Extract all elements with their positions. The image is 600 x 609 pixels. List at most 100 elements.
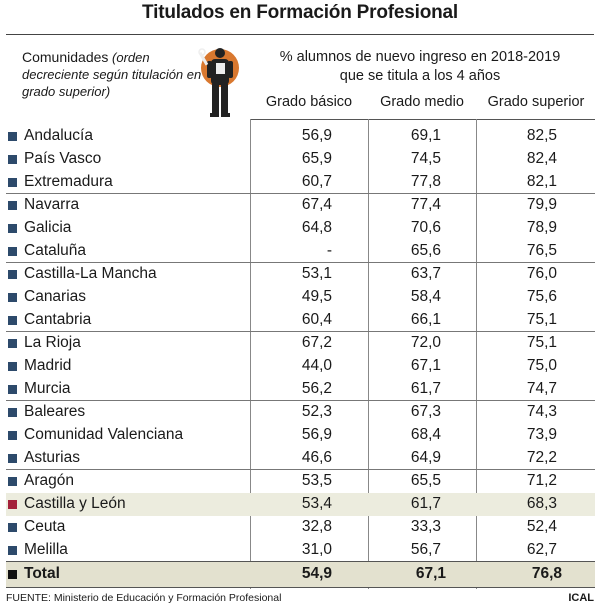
region-name: Castilla-La Mancha: [24, 265, 157, 282]
region-marker: [8, 546, 17, 555]
total-value-basico: 54,9: [301, 565, 332, 582]
column-header-medio: Grado medio: [380, 94, 464, 110]
value-superior: 71,2: [526, 472, 557, 489]
table-row: Baleares 52,3 67,3 74,3: [0, 401, 600, 424]
region-name: Castilla y León: [24, 495, 126, 512]
value-superior: 79,9: [526, 196, 557, 213]
region-marker: [8, 224, 17, 233]
total-divider: [6, 561, 595, 562]
value-basico: 32,8: [301, 518, 332, 535]
value-medio: 64,9: [410, 449, 441, 466]
region-name: Canarias: [24, 288, 87, 305]
regions-header-label: Comunidades: [22, 49, 109, 65]
region-marker: [8, 178, 17, 187]
value-superior: 82,4: [526, 150, 557, 167]
region-name: Melilla: [24, 541, 68, 558]
region-marker: [8, 293, 17, 302]
metric-header-line2: que se titula a los 4 años: [339, 68, 501, 84]
total-label: Total: [24, 565, 60, 582]
value-basico: 56,9: [301, 426, 332, 443]
region-marker: [8, 201, 17, 210]
table-row: Navarra 67,4 77,4 79,9: [0, 194, 600, 217]
region-name: Madrid: [24, 357, 72, 374]
table-row: Galicia 64,8 70,6 78,9: [0, 217, 600, 240]
table-row: Canarias 49,5 58,4 75,6: [0, 286, 600, 309]
value-superior: 74,3: [526, 403, 557, 420]
value-superior: 52,4: [526, 518, 557, 535]
table-row: Castilla y León 53,4 61,7 68,3: [6, 493, 595, 516]
value-basico: 56,9: [301, 127, 332, 144]
total-marker: [8, 570, 17, 579]
value-medio: 33,3: [410, 518, 441, 535]
value-medio: 67,3: [410, 403, 441, 420]
region-marker: [8, 247, 17, 256]
region-marker: [8, 454, 17, 463]
total-value-superior: 76,8: [531, 565, 562, 582]
value-basico: 53,5: [301, 472, 332, 489]
region-marker: [8, 132, 17, 141]
group-divider: [6, 262, 595, 263]
table-row: Murcia 56,2 61,7 74,7: [0, 378, 600, 401]
value-basico: 60,7: [301, 173, 332, 190]
region-marker: [8, 500, 17, 509]
table-row: Cataluña - 65,6 76,5: [0, 240, 600, 263]
value-medio: 67,1: [410, 357, 441, 374]
value-superior: 73,9: [526, 426, 557, 443]
group-divider: [6, 193, 595, 194]
region-name: Ceuta: [24, 518, 66, 535]
table-row: Ceuta 32,8 33,3 52,4: [0, 516, 600, 539]
table-row: La Rioja 67,2 72,0 75,1: [0, 332, 600, 355]
value-medio: 77,4: [410, 196, 441, 213]
region-name: Murcia: [24, 380, 71, 397]
region-marker: [8, 339, 17, 348]
region-name: Cataluña: [24, 242, 87, 259]
region-name: Comunidad Valenciana: [24, 426, 184, 443]
group-divider: [6, 469, 595, 470]
value-medio: 68,4: [410, 426, 441, 443]
value-superior: 78,9: [526, 219, 557, 236]
chart-title: Titulados en Formación Profesional: [142, 2, 458, 23]
value-medio: 72,0: [410, 334, 441, 351]
region-name: Aragón: [24, 472, 74, 489]
column-divider: [368, 119, 369, 589]
region-name: La Rioja: [24, 334, 81, 351]
value-basico: 60,4: [301, 311, 332, 328]
regions-header: Comunidades (orden decreciente según tit…: [22, 49, 202, 100]
value-superior: 76,0: [526, 265, 557, 282]
source-note: FUENTE: Ministerio de Educación y Formac…: [6, 592, 282, 604]
metric-header-line1: % alumnos de nuevo ingreso en 2018-2019: [279, 49, 561, 65]
value-medio: 74,5: [410, 150, 441, 167]
group-divider: [6, 400, 595, 401]
region-name: Asturias: [24, 449, 80, 466]
table-row: Asturias 46,6 64,9 72,2: [0, 447, 600, 470]
value-medio: 77,8: [410, 173, 441, 190]
metric-header: % alumnos de nuevo ingreso en 2018-2019 …: [250, 48, 590, 86]
table-row: Cantabria 60,4 66,1 75,1: [0, 309, 600, 332]
value-superior: 74,7: [526, 380, 557, 397]
region-marker: [8, 270, 17, 279]
column-divider: [476, 119, 477, 589]
table-row: Comunidad Valenciana 56,9 68,4 73,9: [0, 424, 600, 447]
value-medio: 61,7: [410, 380, 441, 397]
column-divider: [250, 119, 251, 589]
column-header-superior: Grado superior: [487, 94, 585, 110]
value-basico: 67,4: [301, 196, 332, 213]
region-name: Galicia: [24, 219, 72, 236]
region-name: Andalucía: [24, 127, 93, 144]
value-superior: 72,2: [526, 449, 557, 466]
region-name: País Vasco: [24, 150, 102, 167]
value-medio: 65,6: [410, 242, 441, 259]
region-marker: [8, 155, 17, 164]
table-row: Aragón 53,5 65,5 71,2: [0, 470, 600, 493]
value-superior: 76,5: [526, 242, 557, 259]
value-superior: 75,0: [526, 357, 557, 374]
region-marker: [8, 477, 17, 486]
value-medio: 65,5: [410, 472, 441, 489]
region-marker: [8, 385, 17, 394]
title-divider: [6, 34, 594, 35]
credit-label: ICAL: [568, 592, 594, 604]
column-header-basico: Grado básico: [265, 94, 353, 110]
group-divider: [6, 331, 595, 332]
region-marker: [8, 408, 17, 417]
value-basico: 49,5: [301, 288, 332, 305]
